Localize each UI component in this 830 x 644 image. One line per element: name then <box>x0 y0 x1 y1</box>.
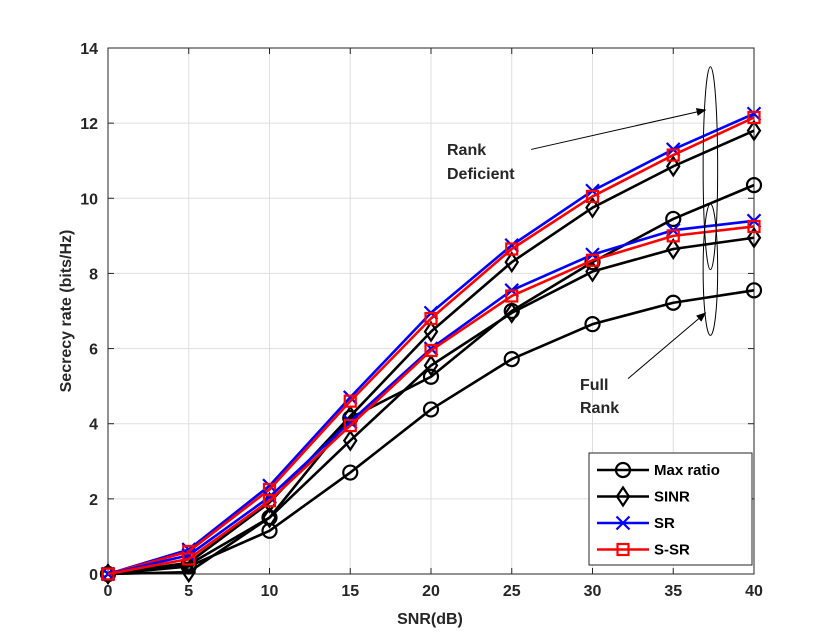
data-point-max-ratio-full-rank <box>503 350 520 368</box>
data-point-sinr-rank-deficient <box>746 119 762 142</box>
y-tick-label: 12 <box>80 116 98 133</box>
x-tick-label: 15 <box>341 583 359 600</box>
data-point-sinr-full-rank <box>181 561 197 584</box>
data-point-s-sr-full-rank <box>424 343 438 358</box>
data-point-sinr-full-rank <box>746 226 762 249</box>
data-point-sinr-full-rank <box>504 301 520 324</box>
x-tick-label: 20 <box>422 583 440 600</box>
annotation-rank-deficient-line2: Deficient <box>447 166 515 183</box>
y-tick-label: 4 <box>89 417 98 434</box>
data-point-sinr-full-rank <box>585 260 600 283</box>
data-point-s-sr-full-rank <box>182 552 196 566</box>
y-tick-label: 2 <box>89 492 98 509</box>
legend-entry-sinr: SINR <box>597 485 690 508</box>
data-point-max-ratio-full-rank <box>745 282 763 299</box>
y-tick-label: 8 <box>89 266 98 283</box>
group-ellipse <box>702 66 719 271</box>
data-point-sinr-full-rank <box>262 506 277 529</box>
data-point-sr-rank-deficient <box>262 478 277 493</box>
data-point-max-ratio-rank-deficient <box>745 177 763 194</box>
x-tick-label: 25 <box>503 583 521 600</box>
series-line-sinr-full-rank <box>107 236 755 576</box>
data-point-s-sr-rank-deficient <box>666 148 680 162</box>
data-point-sinr-full-rank <box>665 238 681 260</box>
x-tick-label: 35 <box>664 583 682 600</box>
data-point-s-sr-full-rank <box>262 494 277 508</box>
data-series <box>99 106 763 585</box>
annotation-arrow <box>531 108 707 150</box>
legend-marker-sinr <box>615 485 631 508</box>
x-tick-label: 40 <box>745 583 763 600</box>
data-point-sinr-rank-deficient <box>665 155 681 178</box>
annotation-full-rank-line2: Rank <box>580 400 619 417</box>
data-point-max-ratio-full-rank <box>342 464 359 481</box>
data-point-s-sr-full-rank <box>747 219 761 234</box>
series-line-max-ratio-rank-deficient <box>107 183 755 576</box>
data-point-s-sr-full-rank <box>666 229 680 243</box>
annotation-full-rank-line1: Full <box>580 377 608 394</box>
legend: Max ratio SINR SR S-SR <box>588 452 753 566</box>
data-point-sr-full-rank <box>262 489 277 505</box>
legend-marker-sr <box>615 515 631 531</box>
y-tick-label: 6 <box>89 342 98 359</box>
legend-label-sinr: SINR <box>654 489 690 506</box>
data-point-s-sr-rank-deficient <box>747 110 761 125</box>
y-tick-label: 0 <box>89 567 98 584</box>
x-axis-label: SNR(dB) <box>397 611 463 628</box>
x-tick-label: 5 <box>184 583 193 600</box>
data-point-s-sr-full-rank <box>585 253 600 267</box>
data-point-sr-rank-deficient <box>342 390 358 405</box>
data-point-sinr-full-rank <box>423 354 439 377</box>
data-point-max-ratio-rank-deficient <box>422 368 440 385</box>
annotation-arrow <box>627 312 707 380</box>
legend-marker-max-ratio <box>614 461 632 479</box>
legend-entry-s-sr: S-SR <box>597 542 690 559</box>
data-point-max-ratio-rank-deficient <box>665 210 682 228</box>
data-point-sinr-rank-deficient <box>585 196 600 219</box>
annotations <box>531 66 719 380</box>
series-line-s-sr-full-rank <box>107 225 755 576</box>
legend-marker-s-sr <box>616 542 630 557</box>
legend-label-max-ratio: Max ratio <box>654 462 720 479</box>
annotation-labels: Rank Deficient Full Rank <box>447 142 619 417</box>
data-point-s-sr-rank-deficient <box>505 242 519 256</box>
data-point-s-sr-rank-deficient <box>343 394 357 408</box>
data-point-s-sr-full-rank <box>101 567 115 581</box>
data-point-sr-full-rank <box>342 414 358 430</box>
axis-ticks: 0 5 10 15 20 25 30 35 40 0 2 4 6 8 10 12 14 <box>80 41 763 600</box>
x-tick-label: 10 <box>261 583 279 600</box>
data-point-s-sr-full-rank <box>505 289 519 303</box>
legend-entry-max-ratio: Max ratio <box>597 461 720 479</box>
series-line-sinr-rank-deficient <box>107 129 755 576</box>
data-point-sr-rank-deficient <box>504 237 520 253</box>
data-point-sinr-rank-deficient <box>423 320 439 343</box>
data-point-max-ratio-full-rank <box>665 294 682 311</box>
y-axis-label: Secrecy rate (bits/Hz) <box>58 230 75 393</box>
data-point-sr-rank-deficient <box>746 106 762 122</box>
data-point-sinr-rank-deficient <box>504 251 520 274</box>
data-point-max-ratio-full-rank <box>422 401 440 418</box>
legend-label-s-sr: S-SR <box>654 542 690 559</box>
group-ellipse <box>702 203 719 336</box>
annotation-rank-deficient-line1: Rank <box>447 142 486 159</box>
y-tick-label: 14 <box>80 41 98 58</box>
data-point-s-sr-rank-deficient <box>585 189 600 204</box>
y-tick-label: 10 <box>80 191 98 208</box>
x-tick-label: 30 <box>584 583 602 600</box>
series-s-sr-full-rank <box>101 219 761 581</box>
data-point-s-sr-rank-deficient <box>424 311 438 326</box>
legend-entry-sr: SR <box>597 515 675 532</box>
x-tick-label: 0 <box>104 583 113 600</box>
series-line-s-sr-rank-deficient <box>107 116 755 576</box>
legend-label-sr: SR <box>654 515 675 532</box>
data-point-sinr-full-rank <box>342 429 358 452</box>
data-point-s-sr-full-rank <box>343 418 357 433</box>
data-point-max-ratio-full-rank <box>261 522 278 539</box>
data-point-max-ratio-full-rank <box>584 316 601 333</box>
